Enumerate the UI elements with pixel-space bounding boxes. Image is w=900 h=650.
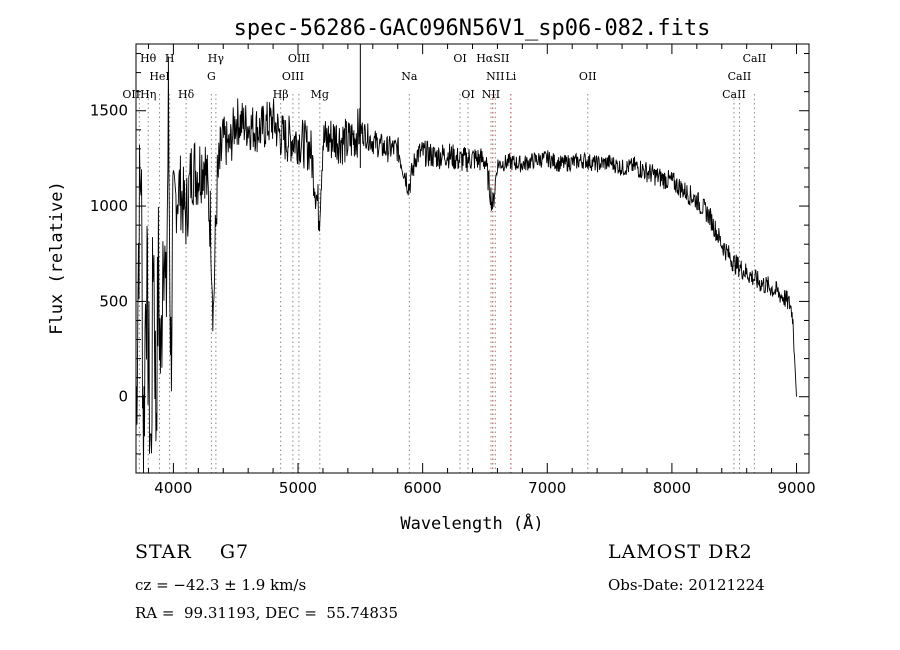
line-label-18: Mg: [311, 88, 329, 101]
line-label-3: OIII: [288, 52, 310, 65]
survey-name: LAMOST DR2: [608, 541, 753, 563]
line-label-6: CaII: [743, 52, 767, 65]
line-label-17: Hβ: [273, 88, 289, 101]
plot-frame: [135, 43, 810, 474]
spectrum-line: [135, 56, 797, 474]
y-tick-label-3: 1500: [90, 102, 128, 120]
x-tick-label-1: 5000: [279, 479, 317, 497]
line-label-5: HαSII: [476, 52, 509, 65]
line-label-0: Hθ: [140, 52, 157, 65]
x-tick-label-2: 6000: [404, 479, 442, 497]
y-tick-label-0: 0: [118, 388, 128, 406]
ra-dec: RA = 99.31193, DEC = 55.74835: [135, 604, 399, 622]
line-label-1: H: [165, 52, 175, 65]
line-label-21: CaII: [722, 88, 746, 101]
y-axis-label: Flux (relative): [47, 181, 67, 335]
spectrum-layer: [135, 44, 797, 474]
line-label-20: NII: [482, 88, 500, 101]
line-label-14: CaII: [728, 70, 752, 83]
x-tick-label-0: 4000: [154, 479, 192, 497]
line-label-4: OI: [453, 52, 466, 65]
line-label-19: OI: [461, 88, 474, 101]
chart-title: spec-56286-GAC096N56V1_sp06-082.fits: [234, 16, 711, 41]
x-axis-label: Wavelength (Å): [400, 512, 543, 534]
line-label-15: OIIHη: [122, 88, 156, 101]
y-tick-label-1: 500: [99, 292, 128, 310]
line-label-16: Hδ: [178, 88, 195, 101]
line-label-8: G: [207, 70, 216, 83]
redshift-cz: cz = −42.3 ± 1.9 km/s: [135, 576, 307, 594]
x-tick-label-3: 7000: [528, 479, 566, 497]
line-label-12: Li: [505, 70, 516, 83]
line-label-13: OII: [579, 70, 597, 83]
x-tick-label-5: 9000: [777, 479, 815, 497]
y-tick-label-2: 1000: [90, 197, 128, 215]
line-label-11: NII: [486, 70, 504, 83]
line-label-7: HeI: [149, 70, 169, 83]
axis-ticks-layer: 4000 5000 6000 7000 8000 9000 0 500 1000 1500: [90, 44, 816, 497]
x-tick-label-4: 8000: [653, 479, 691, 497]
line-label-2: Hγ: [208, 52, 225, 65]
object-class: STAR G7: [135, 541, 250, 563]
line-label-9: OIII: [282, 70, 304, 83]
observation-date: Obs-Date: 20121224: [608, 576, 765, 594]
line-label-10: Na: [401, 70, 418, 83]
